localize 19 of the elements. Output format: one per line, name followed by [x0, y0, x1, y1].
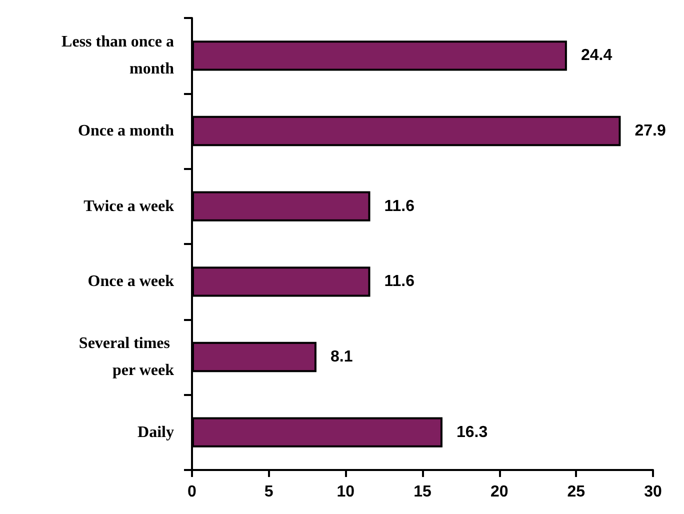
x-tick-label: 30: [644, 484, 662, 500]
data-label: 11.6: [384, 198, 415, 215]
x-tick-label: 10: [336, 484, 355, 500]
data-label: 16.3: [456, 424, 488, 441]
data-label: 11.6: [384, 273, 415, 290]
y-tick-label: Once a week: [88, 273, 174, 290]
y-tick-label: Once a month: [78, 122, 174, 140]
x-tick-label: 0: [188, 484, 197, 500]
x-tick-label: 15: [414, 484, 432, 500]
data-label: 24.4: [580, 47, 612, 64]
data-label: 27.9: [634, 122, 666, 140]
x-tick-label: 20: [490, 484, 508, 500]
x-tick-label: 25: [567, 484, 586, 500]
y-tick-label: Twice a week: [84, 198, 174, 215]
y-tick-label: Daily: [138, 424, 174, 441]
x-tick-label: 5: [264, 484, 274, 500]
y-tick-label: Less than once a month: [62, 34, 174, 78]
data-label: 8.1: [330, 348, 353, 366]
y-tick-label: Several times per week: [78, 335, 174, 379]
